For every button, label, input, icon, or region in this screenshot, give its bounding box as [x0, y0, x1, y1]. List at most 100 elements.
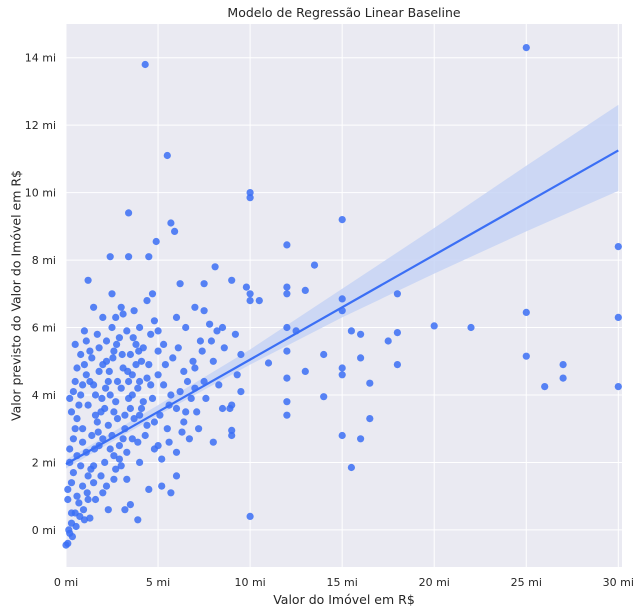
data-point [106, 445, 114, 453]
data-point [113, 415, 122, 423]
data-point [211, 263, 219, 271]
data-point [185, 435, 193, 443]
tick-labels: 0 mi 5 mi 10 mi 15 mi 20 mi 25 mi 30 mi 0 mi 2 m… [25, 52, 634, 589]
data-point [161, 361, 169, 369]
data-point [72, 522, 80, 531]
data-point [79, 381, 87, 389]
data-point [180, 367, 188, 375]
data-point [156, 411, 164, 419]
data-point [143, 421, 151, 429]
data-point [220, 344, 228, 352]
data-point [154, 327, 162, 335]
data-point [163, 425, 171, 433]
data-point [93, 418, 101, 426]
data-point [69, 435, 77, 443]
data-point [108, 290, 116, 298]
data-point [112, 313, 120, 321]
data-point [128, 435, 136, 443]
data-point [80, 327, 88, 335]
data-point [237, 388, 245, 396]
data-point [366, 415, 374, 423]
data-point [182, 323, 190, 332]
data-point [66, 445, 74, 453]
data-point [83, 489, 91, 497]
data-point [218, 323, 227, 332]
regression-line [65, 149, 619, 466]
data-point [320, 393, 328, 401]
data-point [97, 408, 105, 416]
data-point [559, 374, 567, 382]
data-point [126, 501, 134, 509]
data-point [106, 253, 114, 261]
data-point [73, 415, 81, 423]
data-point [301, 286, 309, 294]
confidence-band-area [66, 104, 619, 469]
data-point [86, 347, 94, 355]
data-point [202, 394, 210, 402]
data-point [84, 276, 92, 284]
data-point [198, 347, 206, 355]
data-point [69, 469, 77, 477]
data-point [136, 323, 144, 332]
data-point [167, 219, 175, 227]
data-point [132, 361, 140, 369]
data-point [242, 283, 250, 291]
data-point [237, 350, 245, 359]
data-point [228, 431, 236, 440]
data-point [147, 330, 155, 338]
data-point [86, 514, 94, 522]
x-tick-label: 10 mi [234, 576, 265, 589]
data-point [130, 415, 138, 423]
data-point [174, 344, 182, 352]
data-point [141, 60, 149, 69]
data-point [393, 329, 401, 337]
data-point [91, 411, 100, 419]
data-point [110, 408, 118, 416]
data-point [117, 384, 125, 392]
data-point [246, 290, 254, 298]
data-point [145, 361, 153, 369]
data-point [541, 383, 549, 391]
data-point [134, 384, 142, 392]
data-point [125, 209, 133, 217]
data-point [338, 295, 346, 303]
x-tick-label: 30 mi [603, 576, 634, 589]
data-point [215, 381, 223, 389]
data-point [67, 509, 76, 517]
data-point [99, 435, 107, 443]
data-point [105, 367, 113, 375]
data-point [106, 391, 114, 399]
y-tick-label: 8 mi [32, 254, 56, 267]
data-point [68, 533, 76, 541]
data-point [614, 243, 622, 251]
data-point [99, 361, 107, 369]
data-point [79, 506, 88, 514]
data-point [209, 438, 217, 446]
grid-lines [65, 24, 622, 567]
data-point [80, 361, 88, 369]
data-point [130, 307, 138, 315]
data-point [117, 462, 125, 470]
data-point [171, 227, 179, 235]
regression-line-group [65, 149, 619, 466]
data-point [150, 317, 158, 325]
data-point [246, 194, 254, 202]
data-point [430, 322, 438, 330]
data-point [357, 435, 365, 443]
data-point [73, 364, 81, 372]
y-tick-label: 6 mi [32, 322, 56, 335]
data-point [218, 404, 227, 413]
data-point [191, 303, 199, 311]
data-point [110, 452, 118, 460]
data-point [158, 455, 166, 463]
data-point [112, 465, 120, 473]
data-point [110, 475, 118, 483]
data-point [91, 495, 100, 504]
data-point [128, 391, 136, 399]
data-point [283, 283, 291, 291]
data-point [158, 482, 166, 490]
data-point [90, 303, 98, 311]
data-point [125, 253, 133, 261]
data-point [119, 310, 127, 318]
